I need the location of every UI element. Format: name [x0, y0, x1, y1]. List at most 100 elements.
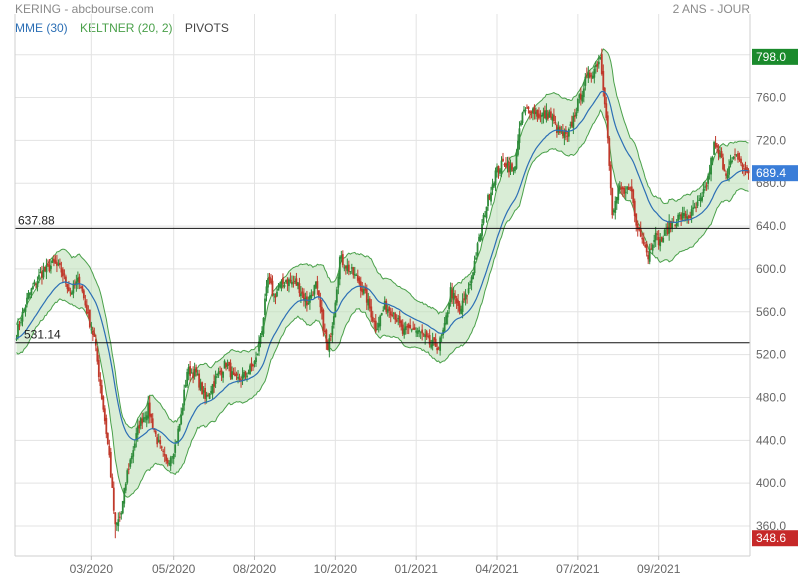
legend-keltner[interactable]: KELTNER (20, 2)	[80, 21, 173, 35]
candle-body	[383, 301, 386, 310]
legend-mme[interactable]: MME (30)	[15, 21, 68, 35]
pivot-label: 531.14	[24, 328, 61, 342]
candle-body	[261, 331, 263, 336]
candle-body	[347, 264, 350, 272]
candle-body	[499, 170, 501, 174]
candle-body	[455, 298, 458, 304]
candle-body	[51, 260, 54, 263]
candle-body	[66, 284, 69, 290]
candle-body	[328, 338, 331, 352]
candle-body	[641, 237, 644, 240]
candle-body	[216, 373, 218, 376]
candle-body	[75, 281, 78, 285]
candle-body	[620, 187, 623, 190]
candle-body	[491, 184, 494, 190]
candle-body	[394, 313, 397, 320]
candle-body	[671, 221, 674, 229]
x-tick-label: 01/2021	[394, 562, 438, 576]
candle-body	[139, 418, 142, 426]
candle-body	[33, 281, 36, 285]
candles	[15, 48, 750, 539]
candle-body	[693, 207, 696, 209]
candle-body	[515, 154, 518, 169]
chart-title: KERING - abcbourse.com	[15, 2, 154, 16]
candle-body	[377, 323, 380, 328]
candle-body	[346, 265, 349, 271]
candle-body	[20, 322, 22, 324]
legend-pivots[interactable]: PIVOTS	[184, 21, 229, 35]
candle-body	[17, 324, 19, 338]
y-tick-label: 480.0	[756, 390, 786, 404]
candle-body	[247, 372, 250, 374]
y-tick-label: 560.0	[756, 305, 786, 319]
candle-body	[677, 214, 680, 221]
candle-body	[256, 353, 259, 355]
last-badge-bg	[752, 165, 798, 182]
candle-body	[448, 302, 451, 310]
candle-body	[594, 65, 597, 67]
candle-body	[174, 444, 177, 453]
candle-body	[379, 315, 382, 327]
candle-body	[627, 187, 630, 190]
pivot-label: 637.88	[18, 213, 55, 227]
candle-body	[145, 415, 148, 421]
candle-body	[36, 280, 39, 288]
candle-body	[370, 306, 373, 318]
candle-body	[264, 298, 266, 316]
candle-body	[463, 298, 465, 301]
candle-body	[47, 263, 49, 266]
y-tick-label: 360.0	[756, 519, 786, 533]
candle-body	[400, 320, 403, 327]
candle-body	[159, 440, 162, 445]
candle-body	[476, 243, 479, 256]
candle-body	[171, 456, 174, 458]
candle-body	[638, 227, 641, 231]
candle-body	[659, 239, 662, 247]
candle-body	[729, 161, 732, 165]
candle-body	[723, 169, 726, 172]
candle-body	[298, 283, 301, 294]
candle-body	[711, 157, 714, 161]
candle-body	[85, 304, 88, 315]
candle-body	[609, 164, 612, 189]
candle-body	[603, 87, 606, 105]
candle-body	[207, 395, 210, 397]
candle-body	[223, 360, 226, 369]
candle-body	[445, 315, 448, 324]
candle-body	[371, 316, 374, 322]
candle-body	[419, 331, 422, 333]
candle-body	[500, 160, 503, 173]
candle-body	[220, 370, 223, 375]
candle-body	[253, 361, 256, 364]
candle-body	[490, 192, 492, 202]
candle-body	[545, 110, 548, 120]
candle-body	[734, 154, 736, 156]
candle-body	[308, 295, 311, 303]
candle-body	[472, 272, 474, 279]
candle-body	[681, 212, 684, 219]
x-tick-label: 10/2020	[314, 562, 358, 576]
candle-body	[741, 164, 744, 168]
candle-body	[196, 373, 199, 376]
candle-body	[70, 292, 73, 295]
candle-body	[243, 371, 245, 378]
candle-body	[133, 443, 136, 448]
candle-body	[228, 361, 230, 366]
candle-body	[684, 213, 687, 219]
candle-body	[210, 390, 213, 394]
candle-body	[285, 280, 287, 283]
candle-body	[698, 199, 701, 201]
candle-body	[599, 57, 602, 60]
candle-body	[24, 306, 27, 312]
candle-body	[67, 287, 70, 292]
candle-body	[356, 275, 359, 281]
candle-body	[389, 311, 392, 316]
period-label[interactable]: 2 ANS - JOUR	[672, 2, 750, 16]
candle-body	[344, 265, 347, 269]
candle-body	[713, 142, 715, 155]
candle-body	[526, 107, 528, 109]
candle-body	[401, 324, 404, 334]
candle-body	[192, 373, 195, 379]
candle-body	[338, 257, 341, 280]
